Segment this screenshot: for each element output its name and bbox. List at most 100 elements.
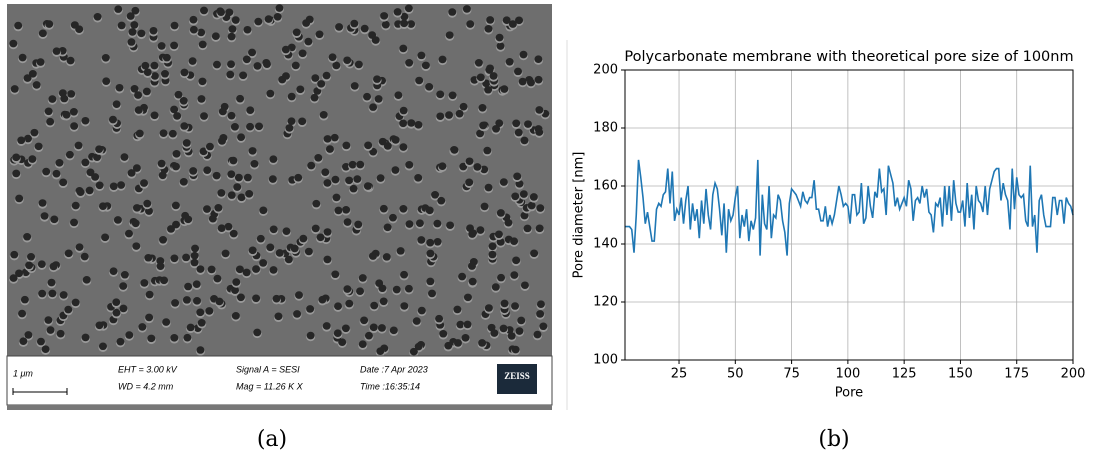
pore [381,20,390,29]
pore [287,117,296,126]
pore [294,173,303,182]
pore [112,308,121,317]
scale-bar [12,388,68,395]
pore [192,280,201,289]
pore [40,212,49,220]
pore [399,119,408,128]
pore [172,150,181,158]
pore [298,49,307,58]
pore [466,20,475,28]
pore [485,66,494,74]
pore [421,61,430,70]
pore [319,111,328,119]
pore [198,77,207,86]
x-tick-label: 175 [1004,367,1029,382]
pore [275,4,284,12]
pore [512,119,521,128]
pore [218,137,227,145]
pore [170,41,179,50]
pore [173,112,182,120]
pore [227,32,236,41]
pore [64,249,73,258]
pore [473,163,482,171]
pore [134,106,143,114]
pore [199,147,208,156]
pore [328,53,337,61]
pore [437,196,446,205]
pore [369,323,378,332]
logo: ZEISS [504,371,530,381]
pore [217,189,226,197]
pore [404,284,413,293]
pore [496,209,505,217]
pore [304,37,313,46]
pore [332,193,341,202]
pore [183,333,192,342]
pore [382,253,391,261]
pore [200,6,209,15]
pore [34,142,43,151]
pore [376,174,385,182]
pore [269,266,278,274]
pore [426,238,435,247]
pore [38,289,47,298]
pore [41,345,50,354]
pore [484,304,493,312]
pore [500,85,509,93]
pore [108,115,117,124]
pore [458,272,467,281]
pore [518,77,527,86]
pore [496,238,505,246]
pore [59,178,68,187]
pore [345,299,354,308]
pore [205,307,214,315]
pore [396,247,405,255]
pore [376,347,385,355]
pore [150,111,159,120]
pore [85,186,94,195]
pore [138,323,147,331]
pore [15,269,24,278]
pore [198,40,207,49]
pore [228,25,237,33]
pore [484,183,493,192]
pore [131,6,140,15]
pore [505,57,514,66]
pore [415,219,424,227]
pore [91,173,100,181]
pore [526,78,535,87]
pore [292,28,301,37]
pore [213,274,222,283]
pore [310,93,319,102]
pore [212,60,221,69]
pore [132,164,141,172]
pore [393,8,402,16]
pore [369,103,378,111]
pore [158,171,167,180]
mag: Mag = 11.26 K X [236,381,304,391]
pore [212,171,221,180]
pore [391,166,400,174]
pore [438,55,447,64]
pore [162,318,171,326]
caption: (a) [257,427,287,452]
pore [465,157,474,166]
pore [299,234,308,243]
pore [174,90,183,99]
pore [229,156,238,165]
pore [160,69,169,78]
pore [48,95,57,103]
pore [71,201,80,210]
pore [285,124,294,132]
pore [255,122,264,131]
pore [42,167,51,176]
pore [500,299,509,308]
date: Date :7 Apr 2023 [360,364,428,374]
pore [227,111,236,120]
pore [159,129,168,137]
pore [159,235,168,244]
pore [98,342,107,351]
pore [156,262,165,270]
pore [266,243,275,252]
pore [448,91,457,100]
